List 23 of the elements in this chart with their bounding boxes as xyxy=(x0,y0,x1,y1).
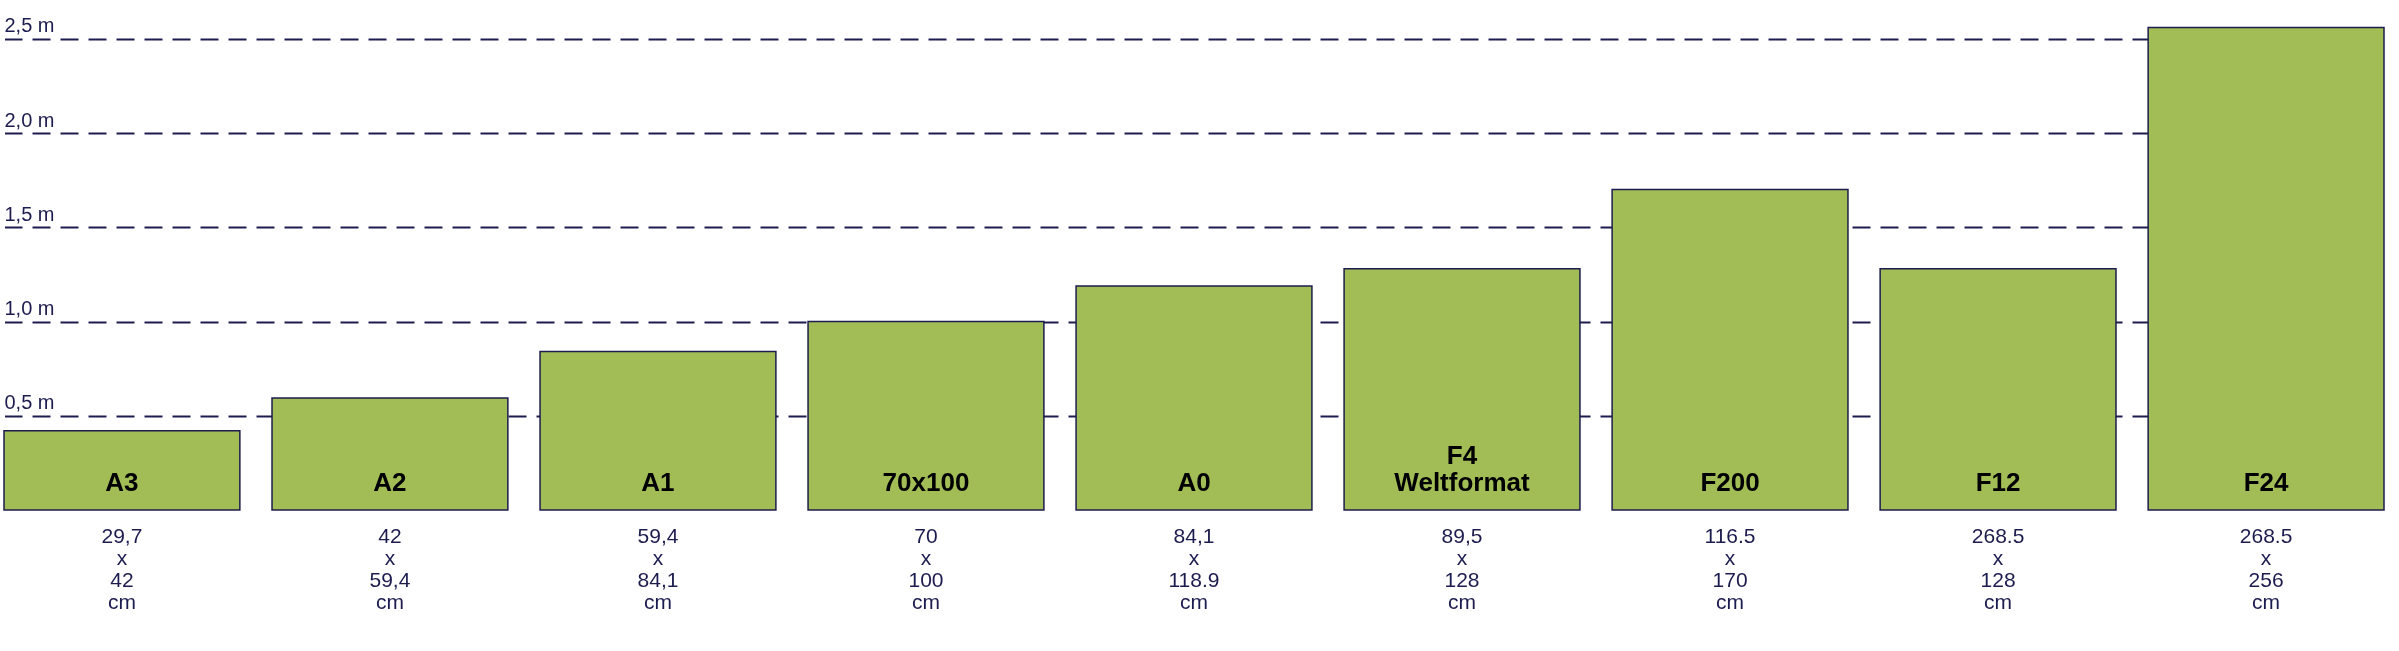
x-tick-label: F24 xyxy=(2243,467,2290,497)
text: 29,7 x 42 cm xyxy=(101,524,143,613)
x-tick-label: F200 xyxy=(1700,467,1760,497)
y-tick-label: 1,5 m xyxy=(4,202,55,225)
y-tick-label: 1,0 m xyxy=(4,297,55,320)
text: 59,4 x 84,1 cm xyxy=(637,524,679,613)
text: 89,5 x 128 cm xyxy=(1441,524,1483,613)
y-tick-label: 2,5 m xyxy=(4,14,55,37)
x-tick-label: 70x100 xyxy=(882,467,970,497)
text: 84,1 x 118.9 cm xyxy=(1168,524,1220,613)
x-tick-label: F4 Weltformat xyxy=(1394,440,1531,497)
x-tick-label: A1 xyxy=(641,467,675,497)
x-tick-label: F12 xyxy=(1975,467,2021,497)
text: 268.5 x 128 cm xyxy=(1971,524,2025,613)
x-tick-label: A3 xyxy=(105,467,139,497)
y-tick-label: 0,5 m xyxy=(4,391,55,414)
y-tick-label: 2,0 m xyxy=(4,108,55,131)
text: 70 x 100 cm xyxy=(908,524,944,613)
x-tick-label: A0 xyxy=(1177,467,1211,497)
text: 42 x 59,4 cm xyxy=(369,524,411,613)
text: 268.5 x 256 cm xyxy=(2239,524,2293,613)
x-tick-label: A2 xyxy=(373,467,407,497)
text: 116.5 x 170 cm xyxy=(1704,524,1756,613)
